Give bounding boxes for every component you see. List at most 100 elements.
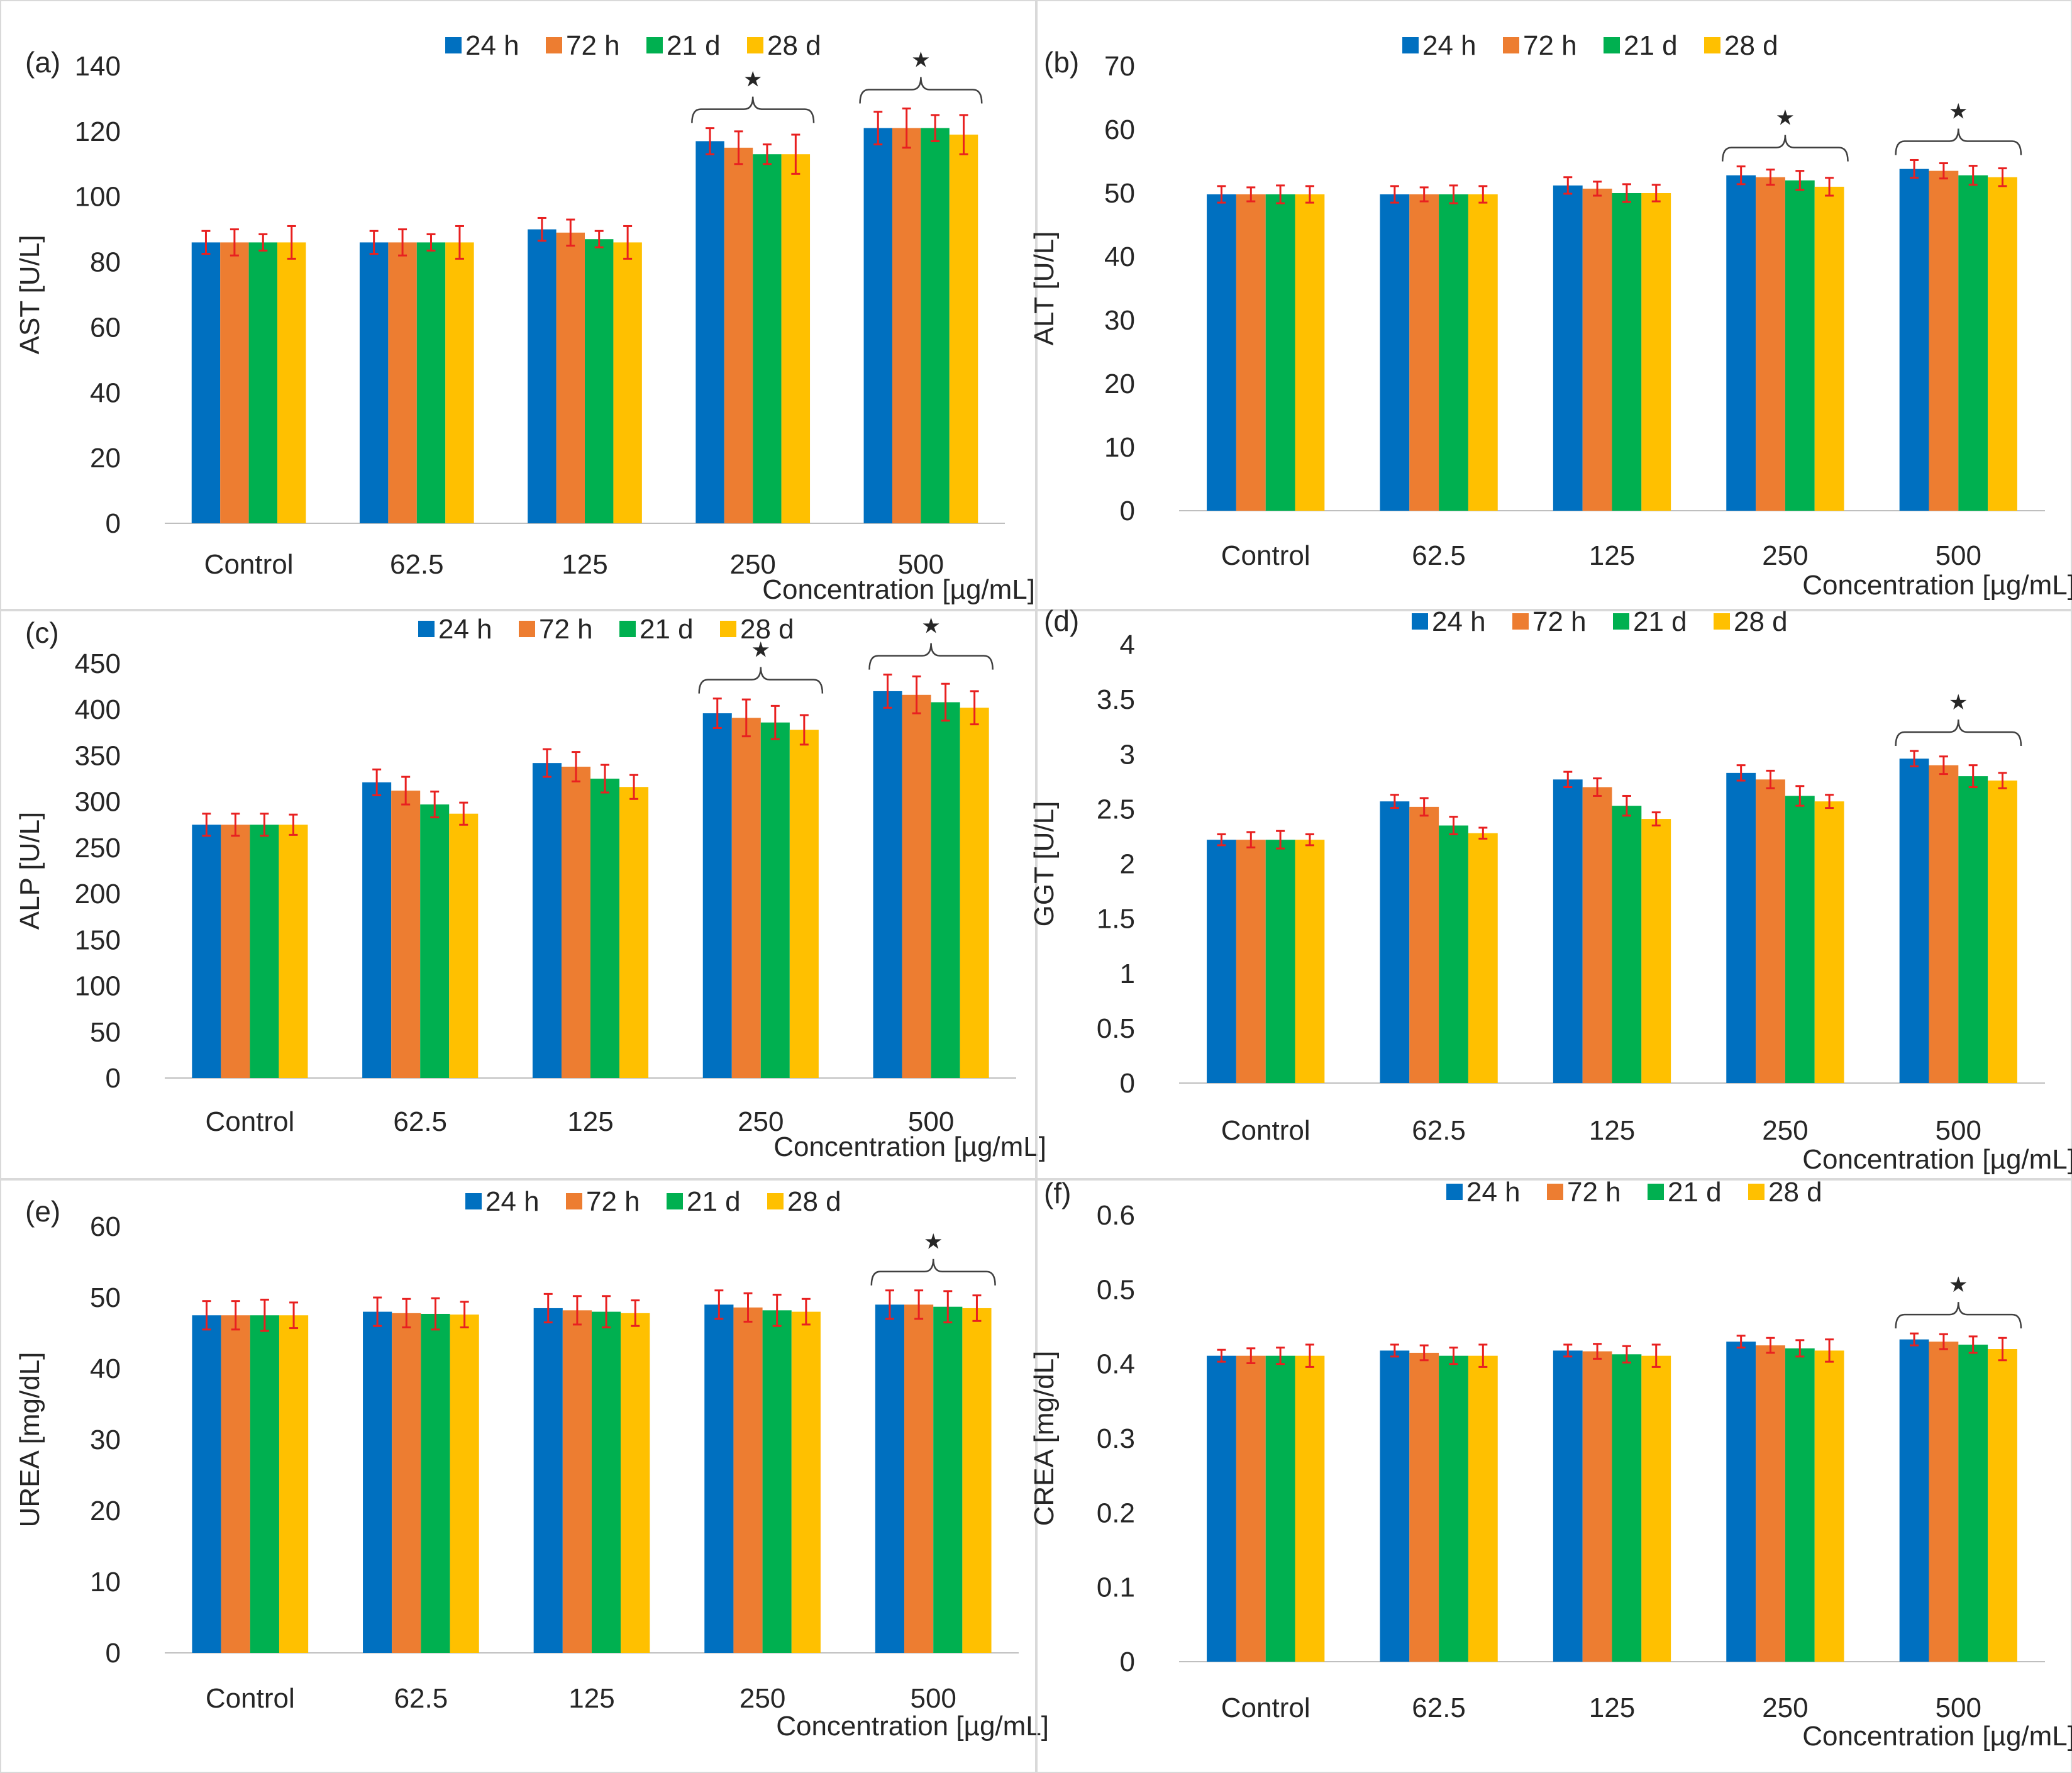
x-tick-label: 125	[1589, 1692, 1635, 1723]
x-tick-label: 62.5	[1412, 1692, 1466, 1723]
legend-swatch	[1503, 37, 1519, 53]
y-tick-label: 60	[90, 1211, 121, 1242]
y-axis-label: ALT [U/L]	[1029, 231, 1060, 346]
bar	[592, 1311, 621, 1653]
legend-label: 21 d	[687, 1186, 741, 1217]
bar	[1295, 1355, 1325, 1662]
x-tick-label: 125	[568, 1683, 614, 1714]
bar	[731, 718, 761, 1078]
y-tick-label: 50	[90, 1282, 121, 1313]
y-tick-label: 0.1	[1097, 1572, 1135, 1603]
y-tick-label: 0	[106, 1638, 121, 1669]
significance-star: ★	[743, 68, 762, 92]
legend-label: 24 h	[438, 614, 492, 645]
bar	[1929, 1342, 1959, 1662]
bar	[192, 1315, 221, 1653]
bar	[1726, 772, 1756, 1083]
legend-label: 28 d	[1724, 30, 1778, 61]
x-tick-label: 62.5	[1412, 1115, 1466, 1146]
bar	[1899, 169, 1929, 511]
bar	[873, 691, 902, 1078]
y-tick-label: 0	[106, 508, 121, 539]
y-tick-label: 0.5	[1097, 1274, 1135, 1305]
x-tick-label: 500	[1936, 540, 1981, 571]
bar	[960, 708, 989, 1078]
y-tick-label: 0	[106, 1063, 121, 1094]
legend-label: 21 d	[640, 614, 694, 645]
bar	[250, 1315, 279, 1653]
x-tick-label: 62.5	[394, 1683, 448, 1714]
significance-star: ★	[1949, 1273, 1968, 1297]
y-tick-label: 40	[90, 377, 121, 408]
x-tick-label: 500	[1936, 1692, 1981, 1723]
legend-label: 21 d	[1624, 30, 1678, 61]
bar	[556, 232, 585, 523]
x-tick-label: Control	[206, 1683, 295, 1714]
bar	[1582, 787, 1612, 1083]
significance-bracket	[870, 1259, 996, 1286]
y-tick-label: 100	[75, 971, 121, 1002]
bar	[532, 763, 562, 1078]
chart-panel-2: (c) 0 50 100 150 200 250 300 350 400 450 ALP [U/L] C…	[0, 610, 1046, 1179]
legend-swatch	[1704, 37, 1720, 53]
bar	[1641, 1355, 1671, 1662]
legend-swatch	[1748, 1184, 1765, 1200]
y-tick-label: 20	[90, 443, 121, 474]
bar	[1726, 175, 1756, 511]
bar	[619, 787, 649, 1078]
bar	[789, 730, 819, 1078]
x-tick-label: 62.5	[393, 1106, 447, 1137]
bar	[1756, 1345, 1785, 1662]
y-tick-label: 3.5	[1097, 684, 1135, 715]
bar	[1236, 194, 1266, 511]
x-axis-label: Concentration [µg/mL]	[762, 574, 1035, 605]
bar	[279, 1315, 309, 1653]
bar	[760, 722, 790, 1078]
y-tick-label: 0.5	[1097, 1013, 1135, 1044]
panel-label: (a)	[25, 46, 60, 79]
y-tick-label: 40	[90, 1353, 121, 1384]
y-tick-label: 140	[75, 51, 121, 82]
bar	[250, 825, 279, 1078]
y-tick-label: 200	[75, 879, 121, 909]
bar	[1899, 1339, 1929, 1662]
y-tick-label: 40	[1104, 242, 1135, 272]
bar	[585, 239, 614, 523]
bar	[392, 1313, 421, 1653]
bar	[621, 1313, 650, 1653]
bar	[533, 1308, 563, 1653]
significance-bracket	[859, 77, 983, 104]
y-tick-label: 150	[75, 925, 121, 955]
y-tick-label: 20	[1104, 369, 1135, 399]
bar	[1265, 1355, 1295, 1662]
bar	[1439, 1355, 1468, 1662]
bar	[762, 1310, 792, 1653]
panel-border	[1036, 0, 2072, 610]
bar	[1929, 170, 1959, 511]
bar	[416, 242, 446, 523]
y-tick-label: 0	[1120, 1068, 1135, 1099]
bar	[753, 154, 782, 523]
bar	[1439, 825, 1468, 1083]
significance-star: ★	[1949, 99, 1968, 123]
panel-label: (c)	[25, 616, 59, 649]
bar	[949, 135, 978, 524]
bar	[1236, 840, 1266, 1083]
legend-swatch	[747, 37, 763, 53]
bar	[1641, 193, 1671, 511]
bar	[221, 1315, 250, 1653]
bar	[1988, 781, 2017, 1083]
legend-label: 21 d	[1668, 1177, 1722, 1208]
y-tick-label: 70	[1104, 51, 1135, 82]
bar	[1207, 194, 1236, 511]
legend-label: 72 h	[1532, 606, 1587, 637]
y-tick-label: 50	[1104, 178, 1135, 209]
bar	[590, 779, 620, 1078]
bar	[1380, 194, 1410, 511]
significance-star: ★	[751, 638, 770, 662]
legend-swatch	[1714, 613, 1730, 630]
legend-swatch	[767, 1193, 784, 1209]
bar	[1207, 840, 1236, 1083]
bar	[1468, 194, 1498, 511]
bar	[892, 128, 921, 523]
